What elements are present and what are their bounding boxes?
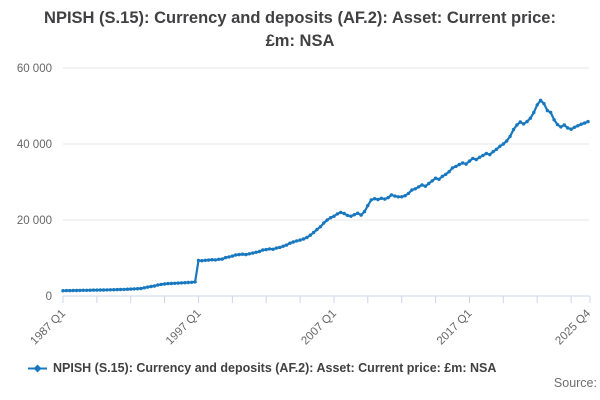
legend-item[interactable]: NPISH (S.15): Currency and deposits (AF.… (28, 361, 496, 375)
svg-text:1997 Q1: 1997 Q1 (164, 308, 204, 348)
svg-text:2017 Q1: 2017 Q1 (435, 308, 475, 348)
svg-text:1987 Q1: 1987 Q1 (28, 308, 68, 348)
svg-text:20 000: 20 000 (17, 215, 52, 227)
chart-title: NPISH (S.15): Currency and deposits (AF.… (44, 9, 556, 50)
x-axis-labels: 1987 Q1 1997 Q1 2007 Q1 2017 Q1 2025 Q4 (28, 307, 593, 347)
series-line[interactable] (62, 99, 589, 292)
x-axis (62, 295, 591, 303)
svg-text:0: 0 (46, 291, 52, 303)
svg-text:2025 Q4: 2025 Q4 (553, 307, 593, 347)
source-label: Source: (553, 376, 597, 390)
legend-line-marker-icon (28, 364, 47, 372)
gridlines (63, 67, 589, 221)
y-axis-labels: 0 20 000 40 000 60 000 (17, 63, 52, 303)
legend-label: NPISH (S.15): Currency and deposits (AF.… (53, 361, 497, 375)
svg-text:40 000: 40 000 (17, 139, 52, 151)
svg-text:2007 Q1: 2007 Q1 (299, 308, 339, 348)
svg-text:60 000: 60 000 (17, 63, 52, 75)
series-markers[interactable] (61, 98, 590, 293)
